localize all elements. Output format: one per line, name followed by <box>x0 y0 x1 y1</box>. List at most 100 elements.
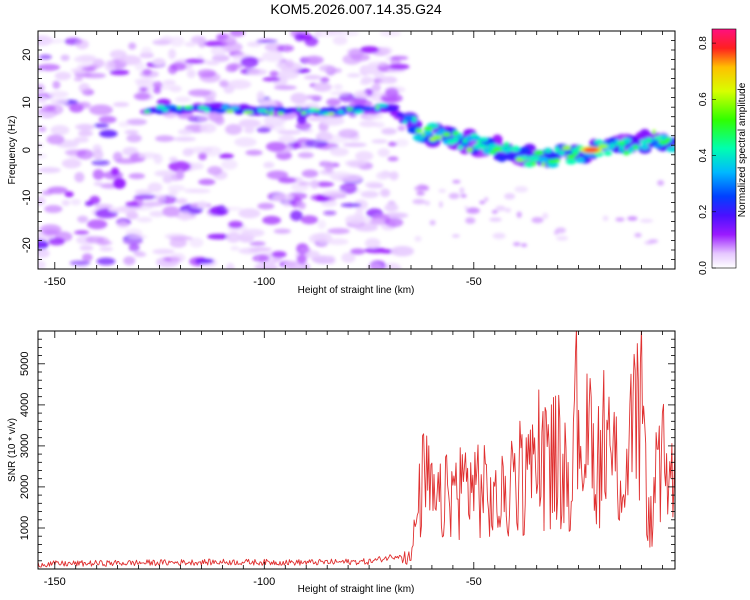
signal-blob <box>432 135 443 140</box>
noise-blob <box>238 247 260 255</box>
signal-blob <box>466 147 474 153</box>
signal-blob <box>532 161 537 167</box>
noise-blob <box>73 55 97 64</box>
y-tick-label: -20 <box>21 237 33 253</box>
noise-blob <box>466 207 480 214</box>
noise-blob <box>189 146 213 154</box>
noise-blob <box>513 242 521 247</box>
noise-blob <box>553 230 559 235</box>
noise-blob <box>295 121 312 131</box>
noise-blob <box>108 207 130 213</box>
noise-blob <box>221 159 238 170</box>
signal-blob <box>375 105 380 109</box>
colorbar-tick-label: 0.4 <box>698 148 709 162</box>
noise-blob <box>207 166 223 176</box>
snr-panel: -150 -100 -50 1000 2000 3000 4000 5000 Height … <box>7 330 676 595</box>
noise-blob <box>299 247 311 253</box>
noise-blob <box>326 31 344 36</box>
noise-blob <box>170 62 187 71</box>
noise-blob <box>262 76 281 82</box>
signal-blob <box>457 132 463 139</box>
noise-blob <box>377 148 390 158</box>
noise-blob <box>276 44 294 52</box>
noise-blob <box>390 55 409 61</box>
noise-blob <box>198 178 216 186</box>
noise-blob <box>134 189 153 196</box>
signal-blob <box>176 106 182 110</box>
noise-blob <box>303 95 323 100</box>
noise-blob <box>168 190 178 197</box>
signal-blob <box>488 150 497 155</box>
noise-blob <box>327 228 350 235</box>
noise-blob <box>82 72 106 79</box>
noise-blob <box>127 234 148 239</box>
signal-blob <box>164 104 176 109</box>
noise-blob <box>371 139 388 144</box>
noise-blob <box>451 234 460 238</box>
noise-blob <box>42 38 65 44</box>
signal-blob <box>653 136 664 141</box>
noise-blob <box>39 224 62 236</box>
snr-frame <box>37 330 676 570</box>
noise-blob <box>192 162 204 170</box>
noise-blob <box>178 210 191 222</box>
signal-blob <box>545 152 560 161</box>
noise-blob <box>116 220 130 229</box>
noise-blob <box>262 215 281 225</box>
noise-blob <box>412 198 426 205</box>
noise-blob <box>139 87 148 92</box>
noise-blob <box>344 160 367 167</box>
noise-blob <box>170 253 186 263</box>
noise-blob <box>329 91 349 96</box>
noise-blob <box>125 201 139 208</box>
signal-blob <box>603 151 613 156</box>
noise-blob <box>168 161 191 172</box>
noise-blob <box>291 182 309 192</box>
noise-blob <box>167 184 186 192</box>
noise-blob <box>104 60 116 72</box>
noise-blob <box>339 183 358 194</box>
noise-blob <box>38 167 61 174</box>
noise-blob <box>126 134 142 143</box>
x-tick-label: -100 <box>253 576 275 588</box>
noise-blob <box>312 82 332 92</box>
noise-blob <box>183 148 192 156</box>
spectrogram-heatmap <box>38 31 675 269</box>
noise-blob <box>367 263 383 269</box>
noise-blob <box>460 194 467 198</box>
noise-blob <box>315 195 330 202</box>
noise-blob <box>149 210 166 218</box>
noise-blob <box>283 201 292 207</box>
noise-blob <box>162 206 180 217</box>
signal-blob <box>156 106 166 110</box>
noise-blob <box>60 54 70 61</box>
noise-blob <box>298 201 306 210</box>
noise-blob <box>338 129 359 138</box>
signal-blob <box>666 146 675 153</box>
noise-blob <box>326 238 349 245</box>
noise-blob <box>48 237 65 246</box>
noise-blob <box>177 128 193 135</box>
noise-blob <box>153 153 163 165</box>
noise-blob <box>38 260 46 269</box>
noise-blob <box>70 198 81 206</box>
signal-blob <box>460 141 470 148</box>
noise-blob <box>76 149 94 160</box>
noise-blob <box>122 239 144 245</box>
noise-blob <box>61 158 82 169</box>
signal-blob <box>598 144 609 149</box>
noise-blob <box>141 46 152 58</box>
noise-blob <box>223 85 235 94</box>
noise-blob <box>50 98 69 105</box>
noise-blob <box>154 193 166 202</box>
colorbar-tick-label: 0.2 <box>698 204 709 218</box>
signal-blob <box>533 150 544 156</box>
noise-blob <box>438 201 443 208</box>
noise-blob <box>152 58 166 66</box>
noise-blob <box>177 111 194 119</box>
y-tick-label: 10 <box>21 96 33 108</box>
noise-blob <box>41 104 55 113</box>
noise-blob <box>273 228 291 234</box>
signal-blob <box>285 108 295 113</box>
noise-blob <box>369 218 385 225</box>
